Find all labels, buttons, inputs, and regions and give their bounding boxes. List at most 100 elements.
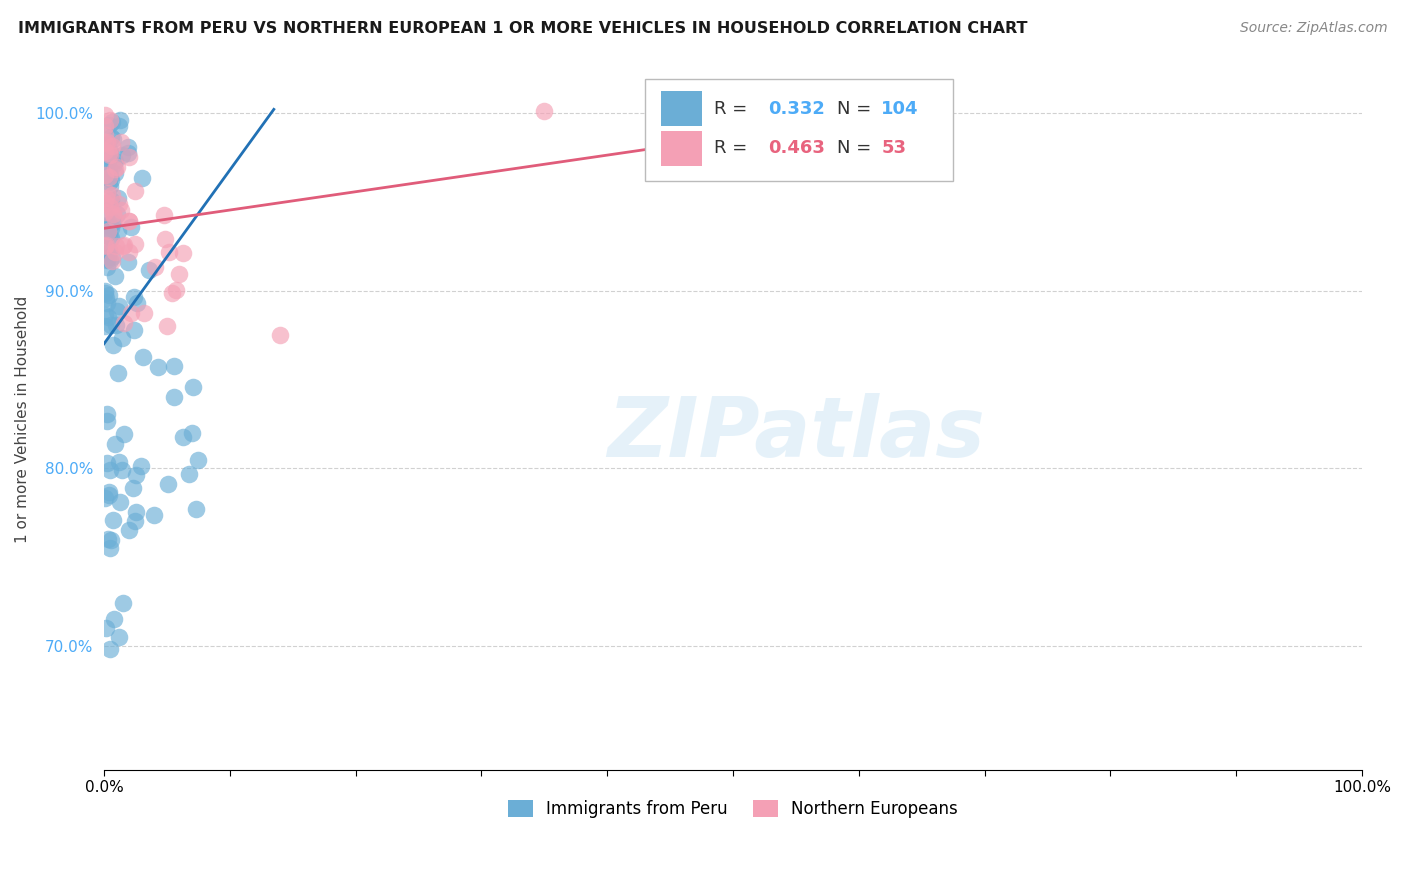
Legend: Immigrants from Peru, Northern Europeans: Immigrants from Peru, Northern Europeans — [502, 793, 965, 825]
Point — [118, 523, 141, 537]
Point — [181, 380, 204, 394]
Point — [124, 237, 146, 252]
Point — [98, 463, 121, 477]
Point — [122, 290, 145, 304]
Point — [105, 207, 128, 221]
Point — [94, 161, 117, 175]
Point — [96, 414, 118, 428]
Point — [100, 230, 122, 244]
Point — [97, 250, 120, 264]
Point — [94, 318, 117, 333]
Point — [125, 505, 148, 519]
Point — [108, 494, 131, 508]
Point — [112, 238, 135, 252]
Point — [124, 184, 146, 198]
Point — [177, 467, 200, 481]
Point — [94, 196, 117, 211]
Point — [98, 164, 121, 178]
Point — [160, 285, 183, 300]
Point — [98, 243, 121, 257]
Point — [112, 238, 135, 252]
Point — [110, 202, 132, 217]
Point — [104, 166, 127, 180]
FancyBboxPatch shape — [661, 91, 702, 126]
Point — [111, 596, 134, 610]
Point — [105, 161, 128, 175]
Point — [94, 191, 117, 205]
Point — [94, 168, 117, 182]
Point — [108, 196, 131, 211]
Point — [107, 119, 129, 133]
Point — [96, 295, 118, 310]
Point — [152, 208, 174, 222]
Point — [98, 218, 121, 232]
Point — [104, 268, 127, 283]
Point — [94, 227, 117, 242]
Point — [269, 327, 291, 342]
Point — [111, 331, 134, 345]
Point — [104, 436, 127, 450]
Point — [94, 284, 117, 298]
Point — [100, 130, 122, 145]
Point — [132, 350, 155, 364]
Point — [98, 253, 121, 268]
Point — [169, 267, 191, 281]
Point — [96, 219, 118, 233]
Point — [134, 306, 156, 320]
Point — [98, 144, 121, 158]
Point — [108, 630, 131, 644]
Point — [112, 316, 135, 330]
FancyBboxPatch shape — [661, 131, 702, 166]
Point — [104, 318, 127, 332]
Point — [104, 239, 127, 253]
Point — [98, 541, 121, 555]
Point — [107, 191, 129, 205]
Point — [96, 136, 118, 150]
Point — [98, 168, 121, 182]
Point — [94, 491, 117, 505]
Point — [100, 187, 122, 202]
Point — [97, 488, 120, 502]
Point — [101, 513, 124, 527]
Point — [94, 238, 117, 252]
FancyBboxPatch shape — [645, 79, 953, 181]
Point — [125, 468, 148, 483]
Point — [96, 407, 118, 421]
Text: Source: ZipAtlas.com: Source: ZipAtlas.com — [1240, 21, 1388, 35]
Point — [118, 214, 141, 228]
Point — [104, 162, 127, 177]
Point — [97, 224, 120, 238]
Point — [100, 193, 122, 207]
Point — [97, 149, 120, 163]
Point — [138, 262, 160, 277]
Text: N =: N = — [838, 100, 877, 118]
Point — [110, 135, 132, 149]
Point — [101, 207, 124, 221]
Point — [98, 642, 121, 657]
Point — [107, 455, 129, 469]
Point — [117, 139, 139, 153]
Point — [124, 514, 146, 528]
Point — [117, 255, 139, 269]
Point — [186, 502, 208, 516]
Point — [112, 426, 135, 441]
Text: N =: N = — [838, 139, 877, 158]
Point — [96, 456, 118, 470]
Point — [96, 260, 118, 274]
Point — [533, 104, 555, 119]
Point — [122, 323, 145, 337]
Point — [163, 391, 186, 405]
Point — [103, 612, 125, 626]
Point — [100, 173, 122, 187]
Point — [117, 145, 139, 160]
Point — [100, 115, 122, 129]
Point — [96, 208, 118, 222]
Point — [110, 113, 132, 128]
Point — [166, 284, 188, 298]
Point — [96, 291, 118, 305]
Point — [107, 223, 129, 237]
Point — [105, 304, 128, 318]
Point — [97, 153, 120, 168]
Point — [101, 138, 124, 153]
Point — [103, 215, 125, 229]
